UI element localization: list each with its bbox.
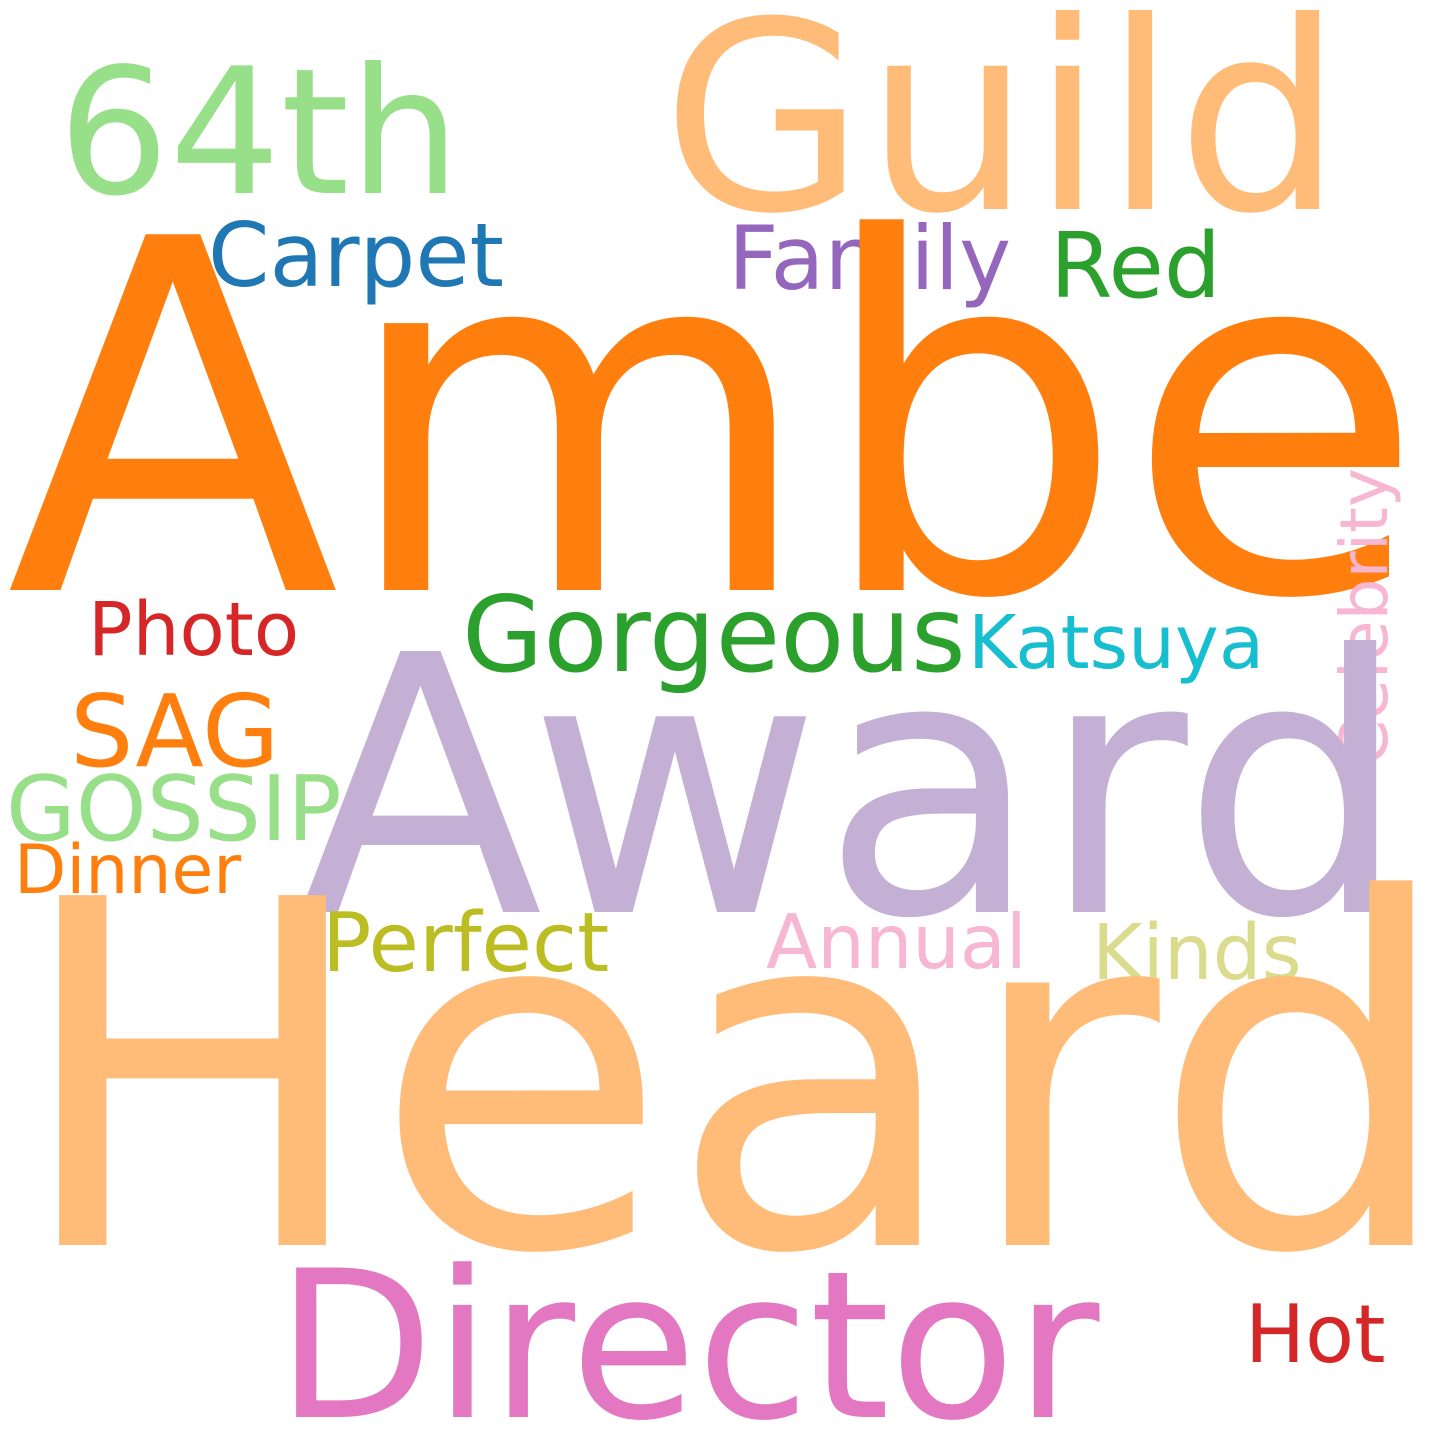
word-heard: Heard xyxy=(12,800,1440,1359)
word-katsuya: Katsuya xyxy=(968,600,1265,686)
word-perfect: Perfect xyxy=(322,896,610,991)
word-amber: Amber xyxy=(6,138,1440,706)
word-guild: Guild xyxy=(662,0,1343,271)
word-gorgeous: Gorgeous xyxy=(462,574,966,696)
word-annual: Annual xyxy=(766,898,1027,986)
word-carpet: Carpet xyxy=(208,204,505,307)
word-dinner: Dinner xyxy=(14,831,242,910)
word-sag: SAG xyxy=(70,673,280,790)
word-director: Director xyxy=(276,1228,1100,1440)
word-gossip: GOSSIP xyxy=(6,757,342,862)
word-family: Family xyxy=(728,207,1012,310)
word-red: Red xyxy=(1050,214,1221,319)
word-hot: Hot xyxy=(1245,1288,1386,1381)
word-64th: 64th xyxy=(58,32,461,235)
word-photo: Photo xyxy=(88,587,300,673)
word-award: Award xyxy=(298,581,1409,997)
word-kinds: Kinds xyxy=(1092,909,1302,998)
